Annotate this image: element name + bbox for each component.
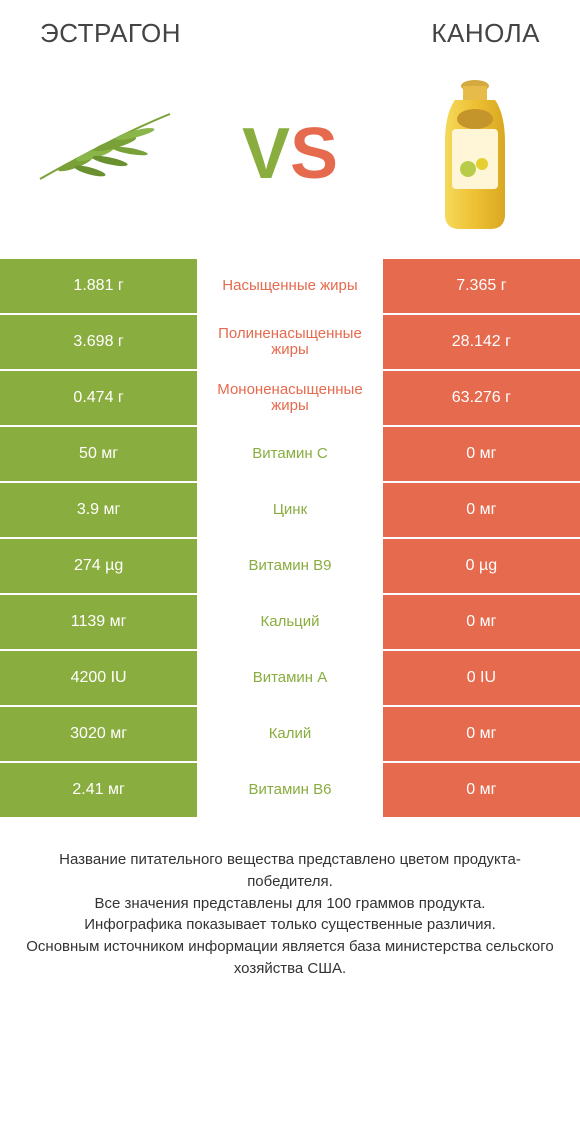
value-left: 2.41 мг — [0, 763, 197, 817]
nutrient-label: Полиненасыщенные жиры — [197, 315, 383, 369]
footer-line: Инфографика показывает только существенн… — [20, 914, 560, 936]
nutrient-label: Мононенасыщенные жиры — [197, 371, 383, 425]
footer-line: Все значения представлены для 100 граммо… — [20, 893, 560, 915]
value-right: 0 мг — [383, 483, 580, 537]
table-row: 0.474 гМононенасыщенные жиры63.276 г — [0, 371, 580, 427]
value-right: 0 мг — [383, 707, 580, 761]
canola-bottle-icon — [400, 74, 550, 234]
value-right: 0 мг — [383, 763, 580, 817]
nutrient-label: Насыщенные жиры — [197, 259, 383, 313]
table-row: 274 µgВитамин B90 µg — [0, 539, 580, 595]
vs-label: VS — [242, 113, 338, 195]
nutrient-label: Витамин B6 — [197, 763, 383, 817]
value-left: 4200 IU — [0, 651, 197, 705]
table-row: 2.41 мгВитамин B60 мг — [0, 763, 580, 819]
table-row: 1.881 гНасыщенные жиры7.365 г — [0, 259, 580, 315]
value-right: 7.365 г — [383, 259, 580, 313]
value-left: 3.9 мг — [0, 483, 197, 537]
table-row: 50 мгВитамин C0 мг — [0, 427, 580, 483]
footer-line: Основным источником информации является … — [20, 936, 560, 980]
value-right: 0 µg — [383, 539, 580, 593]
vs-v: V — [242, 113, 290, 195]
title-left: ЭСТРАГОН — [40, 18, 181, 49]
value-left: 0.474 г — [0, 371, 197, 425]
table-row: 3.9 мгЦинк0 мг — [0, 483, 580, 539]
value-left: 50 мг — [0, 427, 197, 481]
images-row: VS — [0, 59, 580, 259]
value-left: 3.698 г — [0, 315, 197, 369]
value-left: 1139 мг — [0, 595, 197, 649]
value-left: 274 µg — [0, 539, 197, 593]
nutrient-label: Витамин C — [197, 427, 383, 481]
value-left: 3020 мг — [0, 707, 197, 761]
tarragon-icon — [30, 74, 180, 234]
footer-line: Название питательного вещества представл… — [20, 849, 560, 893]
value-right: 63.276 г — [383, 371, 580, 425]
nutrient-label: Витамин B9 — [197, 539, 383, 593]
nutrient-label: Витамин A — [197, 651, 383, 705]
value-left: 1.881 г — [0, 259, 197, 313]
table-row: 1139 мгКальций0 мг — [0, 595, 580, 651]
comparison-table: 1.881 гНасыщенные жиры7.365 г3.698 гПоли… — [0, 259, 580, 819]
nutrient-label: Цинк — [197, 483, 383, 537]
value-right: 0 мг — [383, 427, 580, 481]
nutrient-label: Калий — [197, 707, 383, 761]
value-right: 28.142 г — [383, 315, 580, 369]
table-row: 3020 мгКалий0 мг — [0, 707, 580, 763]
vs-s: S — [290, 113, 338, 195]
value-right: 0 IU — [383, 651, 580, 705]
footer-notes: Название питательного вещества представл… — [0, 819, 580, 980]
table-row: 4200 IUВитамин A0 IU — [0, 651, 580, 707]
table-row: 3.698 гПолиненасыщенные жиры28.142 г — [0, 315, 580, 371]
value-right: 0 мг — [383, 595, 580, 649]
header: ЭСТРАГОН КАНОЛА — [0, 0, 580, 59]
title-right: КАНОЛА — [431, 18, 540, 49]
nutrient-label: Кальций — [197, 595, 383, 649]
